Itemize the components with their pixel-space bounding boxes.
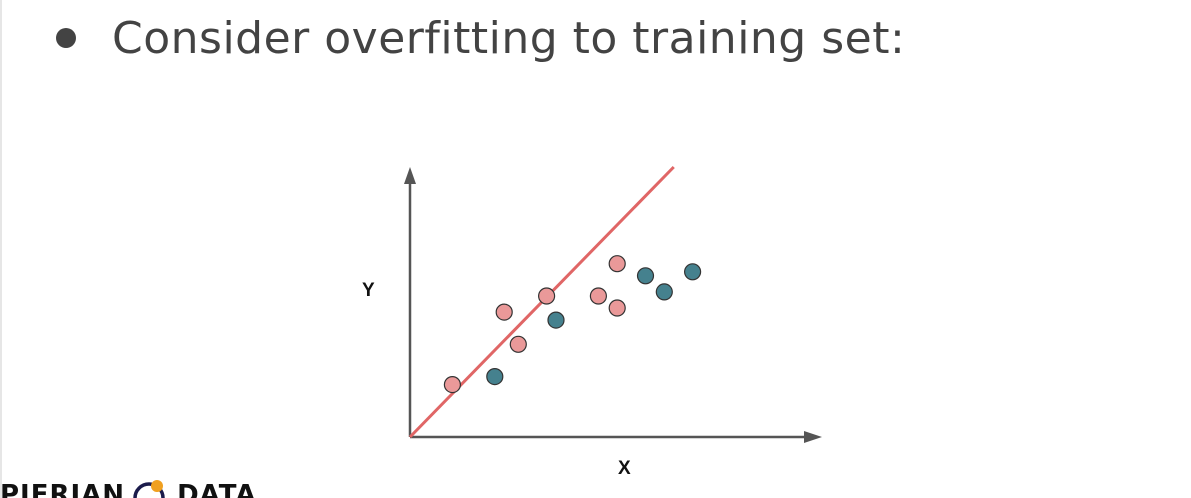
x-axis-arrowhead xyxy=(804,431,822,443)
pierian-data-logo-icon xyxy=(133,480,165,498)
footer-logo: PIERIAN DATA xyxy=(0,478,257,498)
pink-data-point xyxy=(509,335,527,353)
pink-data-point xyxy=(608,299,626,317)
x-axis-label: X xyxy=(618,458,631,479)
pink-data-point xyxy=(608,255,626,273)
pink-data-point xyxy=(495,303,513,321)
pink-data-point xyxy=(589,287,608,305)
y-axis-arrowhead xyxy=(404,167,416,184)
pink-data-point xyxy=(537,287,556,305)
teal-data-point xyxy=(486,368,504,386)
slide-edge xyxy=(0,0,2,498)
teal-data-point xyxy=(655,283,673,301)
teal-data-point xyxy=(636,267,655,285)
pink-data-point xyxy=(443,376,461,394)
logo-text-left: PIERIAN xyxy=(0,480,126,498)
y-axis-label: Y xyxy=(362,280,375,301)
data-points xyxy=(443,255,702,394)
logo-text-right: DATA xyxy=(177,480,257,498)
teal-data-point xyxy=(547,311,565,329)
teal-data-point xyxy=(683,263,702,281)
bullet-point: Consider overfitting to training set: xyxy=(56,8,905,68)
bullet-text: Consider overfitting to training set: xyxy=(112,12,906,64)
bullet-dot-icon xyxy=(56,28,76,48)
